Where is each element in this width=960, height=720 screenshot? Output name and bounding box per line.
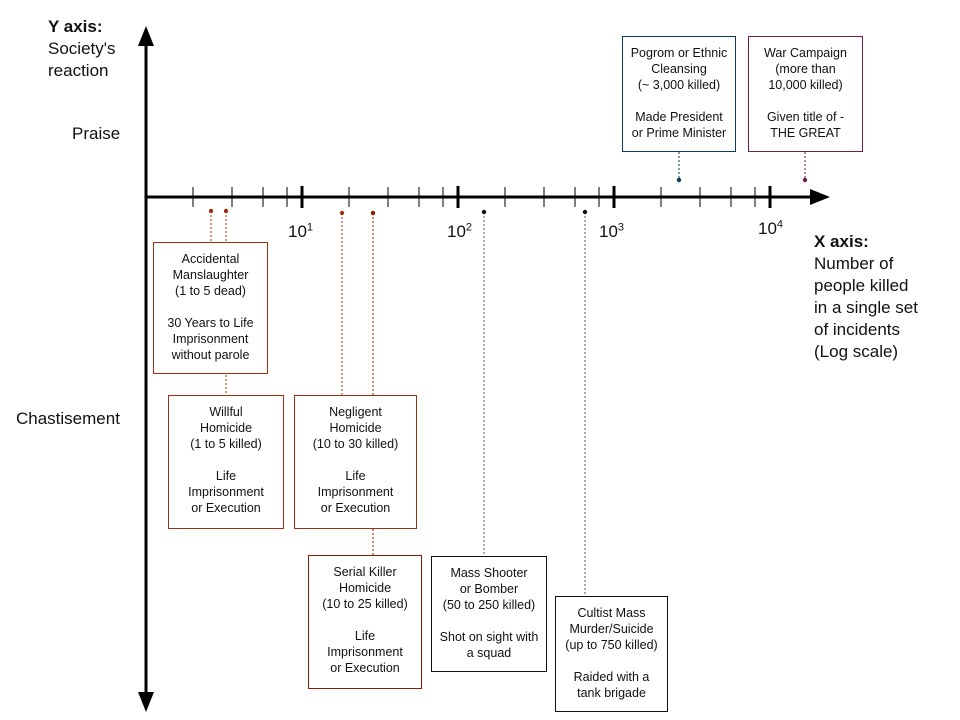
x-tick-label-10-4: 104 <box>758 218 784 238</box>
box-serial-killer-homicide: Serial Killer Homicide (10 to 25 killed) Li… <box>308 555 422 689</box>
box-line: tank brigade <box>577 686 646 700</box>
x-tick-label-10-3: 103 <box>599 221 625 241</box>
box-line: Mass Shooter <box>450 566 528 580</box>
box-line: Serial Killer <box>333 565 397 579</box>
x-tick-label-10-1: 101 <box>288 221 314 241</box>
box-line: Imprisonment <box>172 332 249 346</box>
y-axis-arrow-down <box>138 692 154 712</box>
box-line: (more than <box>775 62 836 76</box>
box-line: Murder/Suicide <box>569 622 654 636</box>
box-line: (10 to 30 killed) <box>312 437 399 451</box>
box-negligent-homicide: Negligent Homicide (10 to 30 killed) Life Im… <box>294 395 417 529</box>
box-line: a squad <box>466 646 512 660</box>
x-axis-subtitle-2: people killed <box>814 276 909 295</box>
box-line: Raided with a <box>573 670 650 684</box>
y-axis-title: Y axis: <box>48 17 103 36</box>
box-line: 30 Years to Life <box>167 316 254 330</box>
y-level-praise: Praise <box>72 124 121 143</box>
box-line: Imprisonment <box>188 485 264 499</box>
box-line: Shot on sight with <box>439 630 539 644</box>
box-line <box>299 452 412 468</box>
box-line: Given title of - <box>766 110 845 124</box>
box-line: or Execution <box>330 661 400 675</box>
connector-lines <box>210 152 806 596</box>
event-markers <box>208 177 808 216</box>
box-line <box>436 613 542 629</box>
box-pogrom-ethnic-cleansing: Pogrom or Ethnic Cleansing (~ 3,000 killed… <box>622 36 736 152</box>
marker-cultist <box>582 209 588 215</box>
marker-accidental <box>208 208 214 214</box>
y-level-chastisement: Chastisement <box>16 409 120 428</box>
marker-serial <box>370 210 376 216</box>
box-line: Homicide <box>199 421 253 435</box>
box-line <box>173 452 279 468</box>
box-line: Negligent <box>329 405 382 419</box>
box-line: War Campaign <box>764 46 847 60</box>
y-axis-subtitle-2: reaction <box>48 61 109 80</box>
box-war-campaign: War Campaign (more than 10,000 killed) Give… <box>748 36 863 152</box>
box-line: Pogrom or Ethnic <box>630 46 728 60</box>
x-axis <box>146 189 830 205</box>
marker-pogrom <box>676 177 682 183</box>
x-axis-arrow <box>810 189 830 205</box>
box-line: THE GREAT <box>770 126 841 140</box>
box-line <box>753 93 858 109</box>
box-line: or Prime Minister <box>631 126 727 140</box>
box-line: or Execution <box>320 501 391 515</box>
box-line: (1 to 5 dead) <box>175 284 246 298</box>
x-axis-title: X axis: <box>814 232 869 251</box>
box-line <box>158 299 263 315</box>
box-line: without parole <box>171 348 250 362</box>
box-line: Cleansing <box>651 62 707 76</box>
box-cultist-mass-murder: Cultist Mass Murder/Suicide (up to 750 kil… <box>555 596 668 712</box>
x-axis-major-ticks <box>300 186 772 208</box>
x-tick-label-10-2: 102 <box>447 221 473 241</box>
box-line: (50 to 250 killed) <box>442 598 536 612</box>
marker-shooter <box>481 209 487 215</box>
marker-willful <box>223 208 229 214</box>
box-line: (~ 3,000 killed) <box>637 78 721 92</box>
box-line: Made President <box>635 110 723 124</box>
box-line: Life <box>215 469 237 483</box>
box-line: (up to 750 killed) <box>565 638 658 652</box>
x-axis-subtitle-5: (Log scale) <box>814 342 899 361</box>
x-axis-minor-ticks <box>192 187 756 207</box>
marker-war <box>802 177 808 183</box>
box-line: Life <box>354 629 376 643</box>
box-mass-shooter-bomber: Mass Shooter or Bomber (50 to 250 killed) S… <box>431 556 547 672</box>
y-axis-subtitle-1: Society's <box>48 39 116 58</box>
box-line <box>627 93 731 109</box>
x-axis-subtitle-4: of incidents <box>814 320 900 339</box>
box-line <box>560 653 663 669</box>
box-accidental-manslaughter: Accidental Manslaughter (1 to 5 dead) 30 Ye… <box>153 242 268 374</box>
box-line: Life <box>345 469 366 483</box>
box-line: Imprisonment <box>327 645 403 659</box>
box-line <box>313 612 417 628</box>
box-line: Homicide <box>329 421 382 435</box>
box-line: 10,000 killed) <box>768 78 843 92</box>
box-line: Accidental <box>181 252 240 266</box>
box-line: or Bomber <box>459 582 519 596</box>
box-line: Willful <box>209 405 243 419</box>
box-line: Imprisonment <box>317 485 394 499</box>
box-line: Homicide <box>338 581 392 595</box>
x-axis-subtitle-1: Number of <box>814 254 894 273</box>
y-axis <box>138 26 154 712</box>
box-line: Manslaughter <box>172 268 249 282</box>
y-axis-arrow-up <box>138 26 154 46</box>
box-line: or Execution <box>191 501 261 515</box>
box-line: Cultist Mass <box>577 606 646 620</box>
box-willful-homicide: Willful Homicide (1 to 5 killed) Life Impris… <box>168 395 284 529</box>
box-line: (1 to 5 killed) <box>190 437 262 451</box>
box-line: (10 to 25 killed) <box>322 597 408 611</box>
marker-negligent <box>339 210 345 216</box>
x-axis-subtitle-3: in a single set <box>814 298 918 317</box>
